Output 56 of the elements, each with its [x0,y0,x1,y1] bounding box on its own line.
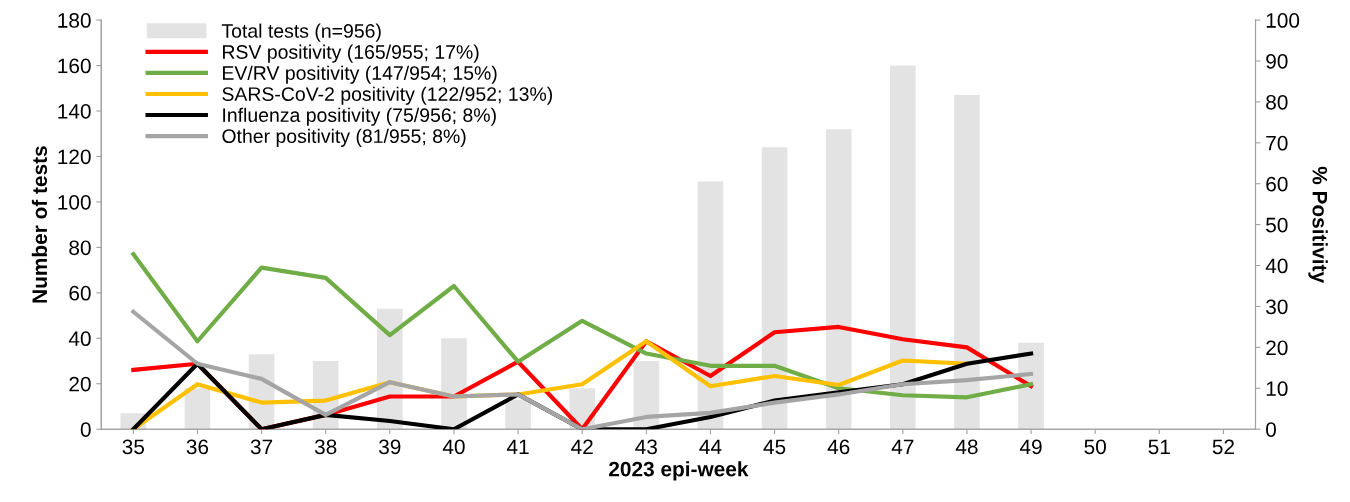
bar [889,65,916,430]
x-tick-label: 40 [442,439,465,455]
x-tick-label: 50 [1084,439,1106,455]
bar [761,147,788,430]
legend-label: RSV positivity (165/955; 17%) [223,44,479,63]
y2-tick-label: 30 [1266,299,1288,315]
y-tick-label: 0 [80,422,91,437]
y2-axis-title: % Positivity [1308,166,1328,283]
y2-tick-label: 20 [1266,340,1288,356]
x-tick-label: 38 [314,439,337,455]
x-tick-label: 42 [571,439,593,455]
x-tick-label: 41 [506,439,529,455]
x-tick-label: 46 [827,439,850,455]
line-series [131,252,1034,400]
y2-tick-label: 0 [1266,422,1276,437]
legend-label: SARS-CoV-2 positivity (122/952; 13%) [222,86,553,105]
x-tick-label: 37 [250,439,273,455]
y-tick-label: 180 [58,13,91,28]
y2-tick-label: 90 [1266,53,1288,69]
x-tick-label: 52 [1212,439,1234,455]
x-tick-label: 47 [891,439,914,455]
bar [505,399,531,430]
bar [633,361,660,430]
bar [825,129,852,430]
x-tick-label: 48 [955,439,978,455]
y-tick-label: 20 [69,376,91,392]
x-tick-label: 36 [186,439,209,455]
y-tick-label: 100 [58,194,91,210]
x-tick-label: 45 [763,439,786,455]
legend-label: Total tests (n=956) [221,23,381,42]
x-tick-label: 43 [635,439,657,455]
y-axis-title: Number of tests [31,146,48,303]
y2-tick-label: 40 [1265,258,1288,274]
legend-label: Other positivity (81/955; 8%) [222,128,466,147]
x-tick-label: 39 [379,439,401,455]
y-tick-label: 40 [68,331,91,347]
y-tick-label: 60 [69,285,91,301]
bar [184,388,211,430]
y-tick-label: 80 [69,240,91,256]
y2-tick-label: 70 [1266,135,1288,151]
legend-label: Influenza positivity (75/956; 8%) [223,107,496,126]
x-tick-label: 35 [122,439,145,455]
y2-tick-label: 80 [1266,94,1288,110]
x-axis-title: 2023 epi-week [609,461,749,481]
x-tick-label: 49 [1019,439,1042,455]
y-tick-label: 160 [58,58,91,74]
y2-tick-label: 60 [1266,176,1288,192]
bar [954,95,980,430]
legend-label: EV/RV positivity (147/954; 15%) [223,65,497,84]
x-tick-label: 51 [1148,439,1170,455]
y2-tick-label: 10 [1266,381,1288,397]
y2-tick-label: 100 [1266,13,1300,28]
y-tick-label: 120 [58,149,91,165]
y2-tick-label: 50 [1266,217,1288,233]
y-tick-label: 140 [58,104,91,119]
x-tick-label: 44 [699,439,722,455]
